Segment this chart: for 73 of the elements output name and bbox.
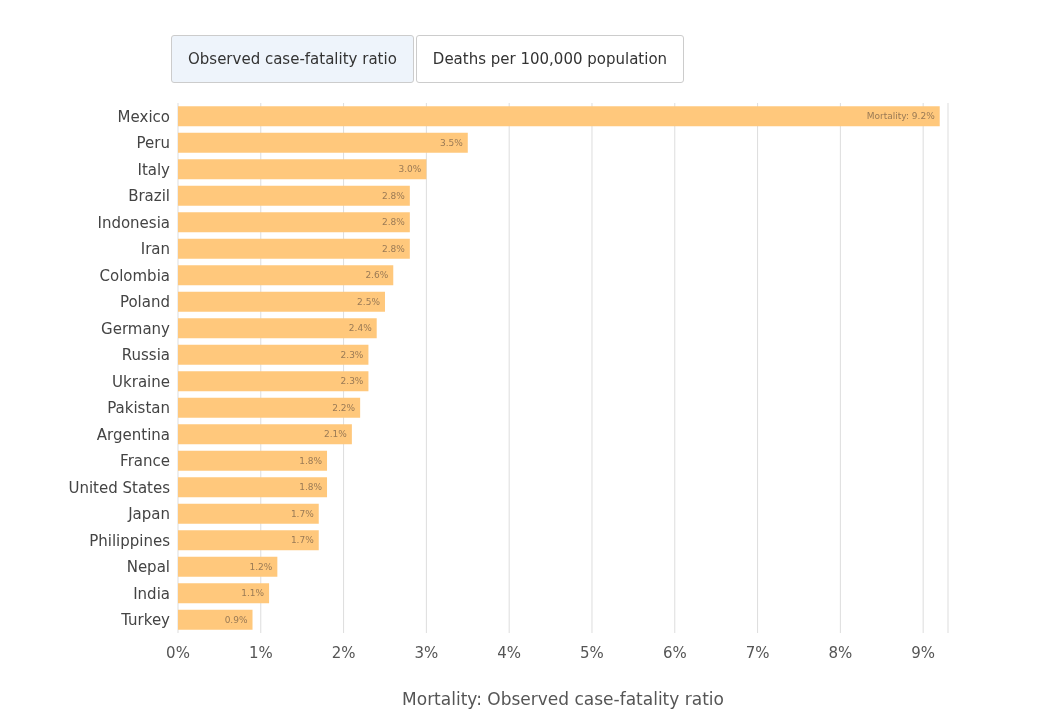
y-tick-label: Ukraine bbox=[112, 372, 170, 391]
y-tick-label: Argentina bbox=[96, 425, 170, 444]
bar bbox=[178, 450, 328, 471]
x-tick-label: 4% bbox=[497, 643, 522, 662]
bar bbox=[178, 238, 410, 259]
bar bbox=[178, 583, 270, 604]
y-tick-label: Pakistan bbox=[107, 399, 170, 418]
bar bbox=[178, 503, 319, 524]
bar bbox=[178, 318, 377, 339]
bar bbox=[178, 212, 410, 233]
bar bbox=[178, 397, 361, 418]
data-label: 2.5% bbox=[357, 296, 381, 307]
y-tick-label: France bbox=[120, 452, 170, 471]
bar bbox=[178, 265, 394, 286]
bar bbox=[178, 159, 427, 180]
data-label: 1.7% bbox=[290, 535, 315, 546]
bar bbox=[178, 344, 369, 365]
y-tick-label: Nepal bbox=[126, 558, 170, 577]
bar bbox=[178, 609, 253, 630]
bar bbox=[178, 530, 319, 551]
y-tick-label: Italy bbox=[137, 160, 171, 179]
x-tick-label: 8% bbox=[828, 643, 853, 662]
data-label: Mortality: 9.2% bbox=[866, 111, 936, 122]
text: Deaths per 100,000 population bbox=[415, 35, 685, 83]
y-tick-label: Poland bbox=[119, 293, 170, 312]
y-tick-label: Russia bbox=[121, 346, 170, 365]
bar bbox=[178, 291, 385, 312]
x-axis-title: Mortality: Observed case-fatality ratio bbox=[402, 689, 724, 709]
bar bbox=[178, 556, 278, 577]
bar bbox=[178, 106, 940, 127]
bar bbox=[178, 371, 369, 392]
data-label: 2.1% bbox=[324, 429, 348, 440]
y-tick-label: Brazil bbox=[128, 187, 170, 206]
data-label: 1.1% bbox=[241, 588, 265, 599]
y-tick-label: Peru bbox=[136, 134, 170, 153]
y-tick-label: Iran bbox=[140, 240, 170, 259]
data-label: 2.2% bbox=[332, 402, 356, 413]
x-tick-label: 6% bbox=[662, 643, 687, 662]
y-tick-label: India bbox=[133, 584, 170, 603]
data-label: 2.8% bbox=[381, 217, 406, 228]
bar bbox=[178, 132, 468, 153]
data-label: 3.5% bbox=[439, 137, 464, 148]
data-label: 3.0% bbox=[398, 164, 422, 175]
x-tick-label: 9% bbox=[911, 643, 936, 662]
data-label: 2.8% bbox=[381, 243, 406, 254]
bar bbox=[178, 185, 410, 206]
y-tick-label: Turkey bbox=[120, 611, 171, 630]
x-tick-label: 0% bbox=[166, 643, 190, 662]
y-tick-label: Colombia bbox=[99, 266, 170, 285]
data-label: 1.2% bbox=[249, 561, 273, 572]
data-label: 1.8% bbox=[299, 482, 323, 493]
data-label: 2.3% bbox=[340, 349, 364, 360]
x-tick-label: 2% bbox=[331, 643, 356, 662]
data-label: 1.8% bbox=[299, 455, 323, 466]
bar bbox=[178, 477, 328, 498]
y-tick-label: Indonesia bbox=[97, 213, 170, 232]
data-label: 0.9% bbox=[224, 614, 248, 625]
y-tick-label: Philippines bbox=[89, 531, 171, 550]
data-label: 2.4% bbox=[348, 323, 373, 334]
x-tick-label: 7% bbox=[745, 643, 770, 662]
data-label: 1.7% bbox=[290, 508, 315, 519]
y-tick-label: Mexico bbox=[117, 107, 170, 126]
x-tick-label: 5% bbox=[580, 643, 604, 662]
data-label: 2.8% bbox=[381, 190, 406, 201]
bar bbox=[178, 424, 352, 445]
y-tick-label: Japan bbox=[127, 505, 170, 524]
text: Observed case-fatality ratio bbox=[171, 35, 414, 83]
x-tick-label: 1% bbox=[248, 643, 273, 662]
x-tick-label: 3% bbox=[414, 643, 439, 662]
y-tick-label: United States bbox=[68, 478, 171, 497]
data-label: 2.6% bbox=[365, 270, 389, 281]
data-label: 2.3% bbox=[340, 376, 364, 387]
y-tick-label: Germany bbox=[101, 319, 171, 338]
